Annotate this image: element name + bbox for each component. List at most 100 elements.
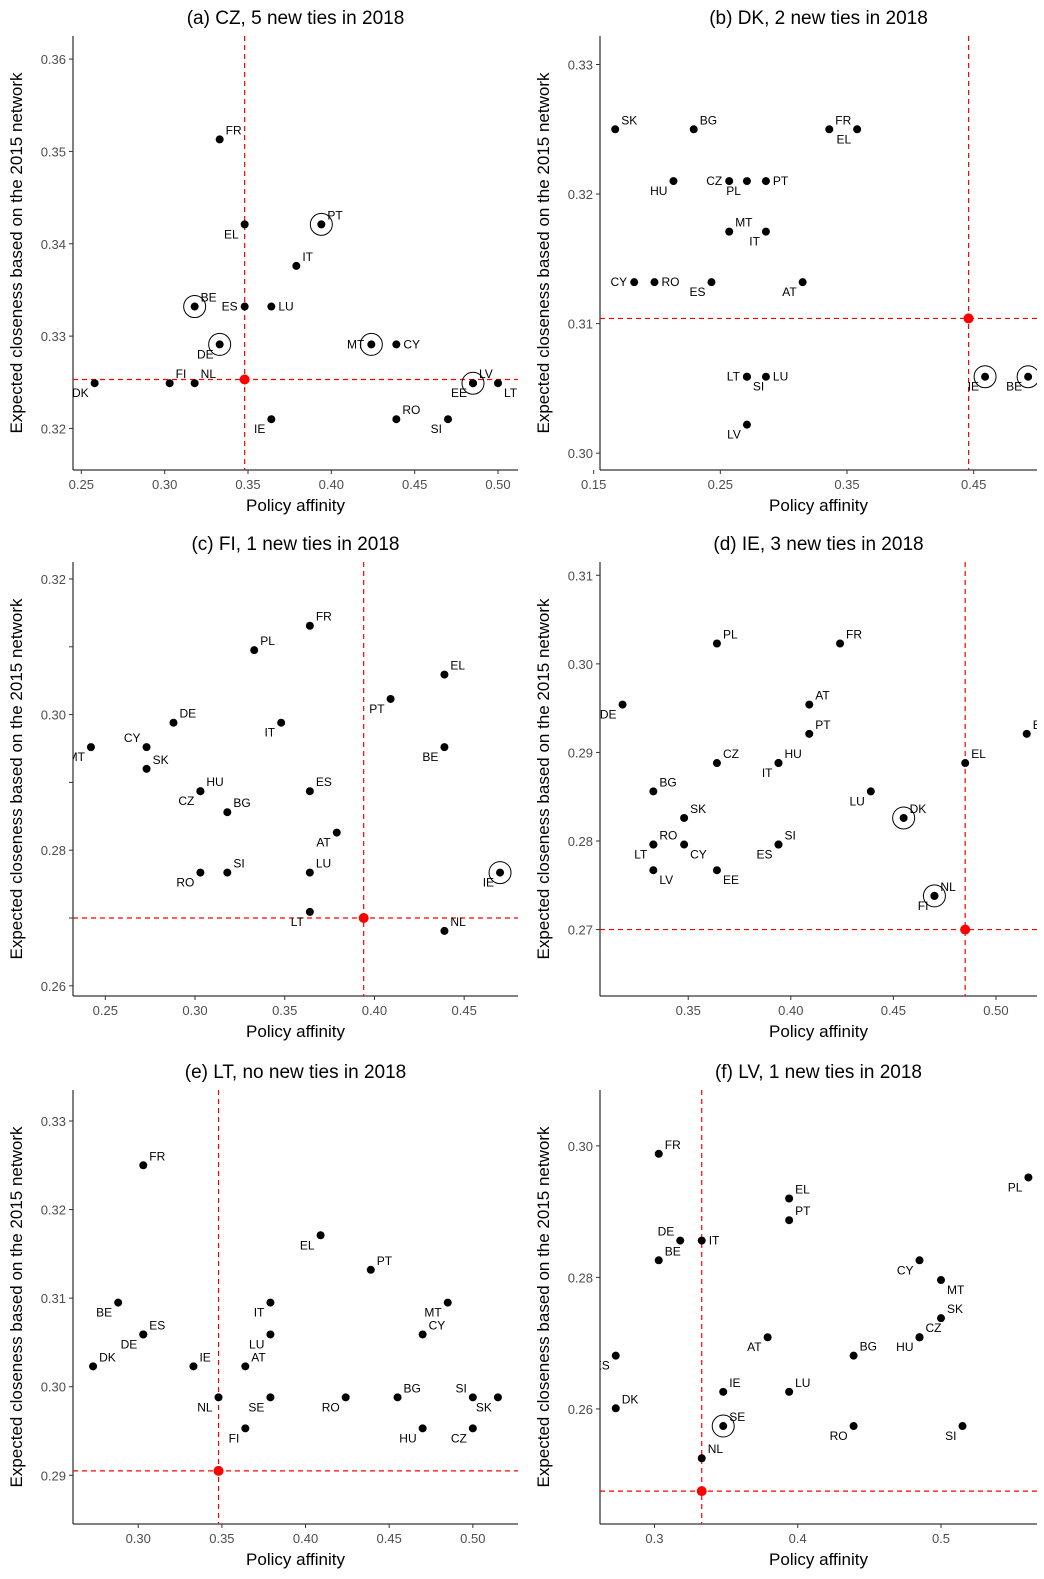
y-tick-label: 0.32 [41,1203,66,1218]
point-be [440,743,449,752]
point-es [774,840,783,849]
x-tick-label: 0.40 [293,1531,318,1546]
point-label-be: BE [1033,718,1044,732]
point-label-nl: NL [708,1442,724,1456]
point-nl [190,379,199,388]
point-label-fr: FR [665,1138,681,1152]
point-label-mt: MT [68,750,86,764]
point-hu [418,1424,427,1433]
point-it [761,227,770,236]
point-label-cy: CY [611,275,628,289]
point-se [719,1422,728,1431]
point-pl [250,646,259,655]
point-sk [937,1314,946,1323]
point-label-bg: BG [404,1381,421,1395]
point-label-at: AT [747,1340,762,1354]
point-label-si: SI [784,829,795,843]
point-label-si: SI [455,1381,466,1395]
y-tick-label: 0.30 [568,1139,593,1154]
point-label-dk: DK [622,1392,639,1406]
point-bg [223,808,232,817]
point-label-pt: PT [327,208,343,222]
point-pl [1024,1173,1033,1182]
point-el [853,125,862,134]
point-es [707,278,716,287]
y-axis-label: Expected closeness based on the 2015 net… [534,72,553,434]
y-axis-label: Expected closeness based on the 2015 net… [534,598,553,960]
point-it [697,1236,706,1245]
point-label-fi: FI [229,1431,240,1445]
x-tick-label: 0.30 [152,477,177,492]
point-sk [680,813,689,822]
point-label-sk: SK [690,802,706,816]
point-se [266,1393,275,1402]
point-si [444,415,452,424]
point-pt [366,1265,375,1274]
new-tie-ring-be [1016,365,1037,389]
point-be [1024,372,1033,381]
panel-title: (d) IE, 3 new ties in 2018 [713,534,923,555]
y-axis-label: Expected closeness based on the 2015 net… [7,72,26,434]
point-ro [341,1393,350,1402]
point-label-es: ES [222,300,238,314]
point-mt [443,1298,452,1307]
point-label-mt: MT [947,1283,965,1297]
point-label-it: IT [254,1306,265,1320]
x-tick-label: 0.25 [69,477,94,492]
point-label-cz: CZ [723,747,739,761]
new-tie-ring-nl [922,884,946,908]
point-it [292,261,301,270]
point-lu [266,1330,275,1339]
panel-a: (a) CZ, 5 new ties in 2018 0.25 0.30 0.35 0.… [7,8,518,515]
point-label-lv: LV [659,873,673,887]
y-tick-label: 0.30 [568,657,593,672]
point-label-cy: CY [690,848,707,862]
point-bg [649,787,658,796]
point-label-dk: DK [72,386,89,400]
point-label-ro: RO [176,876,194,890]
panel-f: (f) LV, 1 new ties in 2018 0.3 0.4 0.5 0.26 0… [534,1062,1037,1569]
point-label-sk: SK [476,1400,492,1414]
point-label-fr: FR [835,113,851,127]
point-label-fr: FR [846,627,862,641]
point-label-ie: IE [483,876,494,890]
new-tie-ring-de [208,332,232,356]
point-el [316,1231,325,1240]
point-label-lu: LU [795,1376,810,1390]
point-dk [611,1404,620,1413]
point-label-es: ES [149,1318,165,1332]
point-label-pl: PL [260,634,275,648]
y-tick-label: 0.31 [568,317,593,332]
point-label-ro: RO [322,1400,340,1414]
point-label-de: DE [121,1337,138,1351]
reference-point [213,1465,224,1476]
point-label-fr: FR [316,610,332,624]
point-sk [611,125,620,134]
y-axis-label: Expected closeness based on the 2015 net… [534,1126,553,1488]
y-tick-label: 0.32 [41,421,66,436]
point-bg [849,1351,858,1360]
point-label-pl: PL [723,627,738,641]
point-label-ee: EE [451,386,467,400]
x-axis-label: Policy affinity [769,496,868,515]
point-label-cz: CZ [451,1431,467,1445]
point-de [676,1236,685,1245]
point-fr [139,1161,148,1170]
point-hu [669,177,678,186]
y-tick-label: 0.31 [568,568,593,583]
point-label-de: DE [197,347,214,361]
y-tick-label: 0.26 [568,1402,593,1417]
new-tie-ring-ie [488,861,512,885]
point-it [266,1298,275,1307]
point-label-cz: CZ [706,174,722,188]
point-cy [392,340,401,349]
point-si [468,1393,477,1402]
point-cy [418,1330,427,1339]
point-label-nl: NL [940,880,956,894]
y-tick-label: 0.33 [41,329,66,344]
point-label-hu: HU [650,184,667,198]
new-tie-ring-dk [892,806,916,830]
point-label-hu: HU [896,1340,913,1354]
x-tick-label: 0.45 [377,1531,402,1546]
